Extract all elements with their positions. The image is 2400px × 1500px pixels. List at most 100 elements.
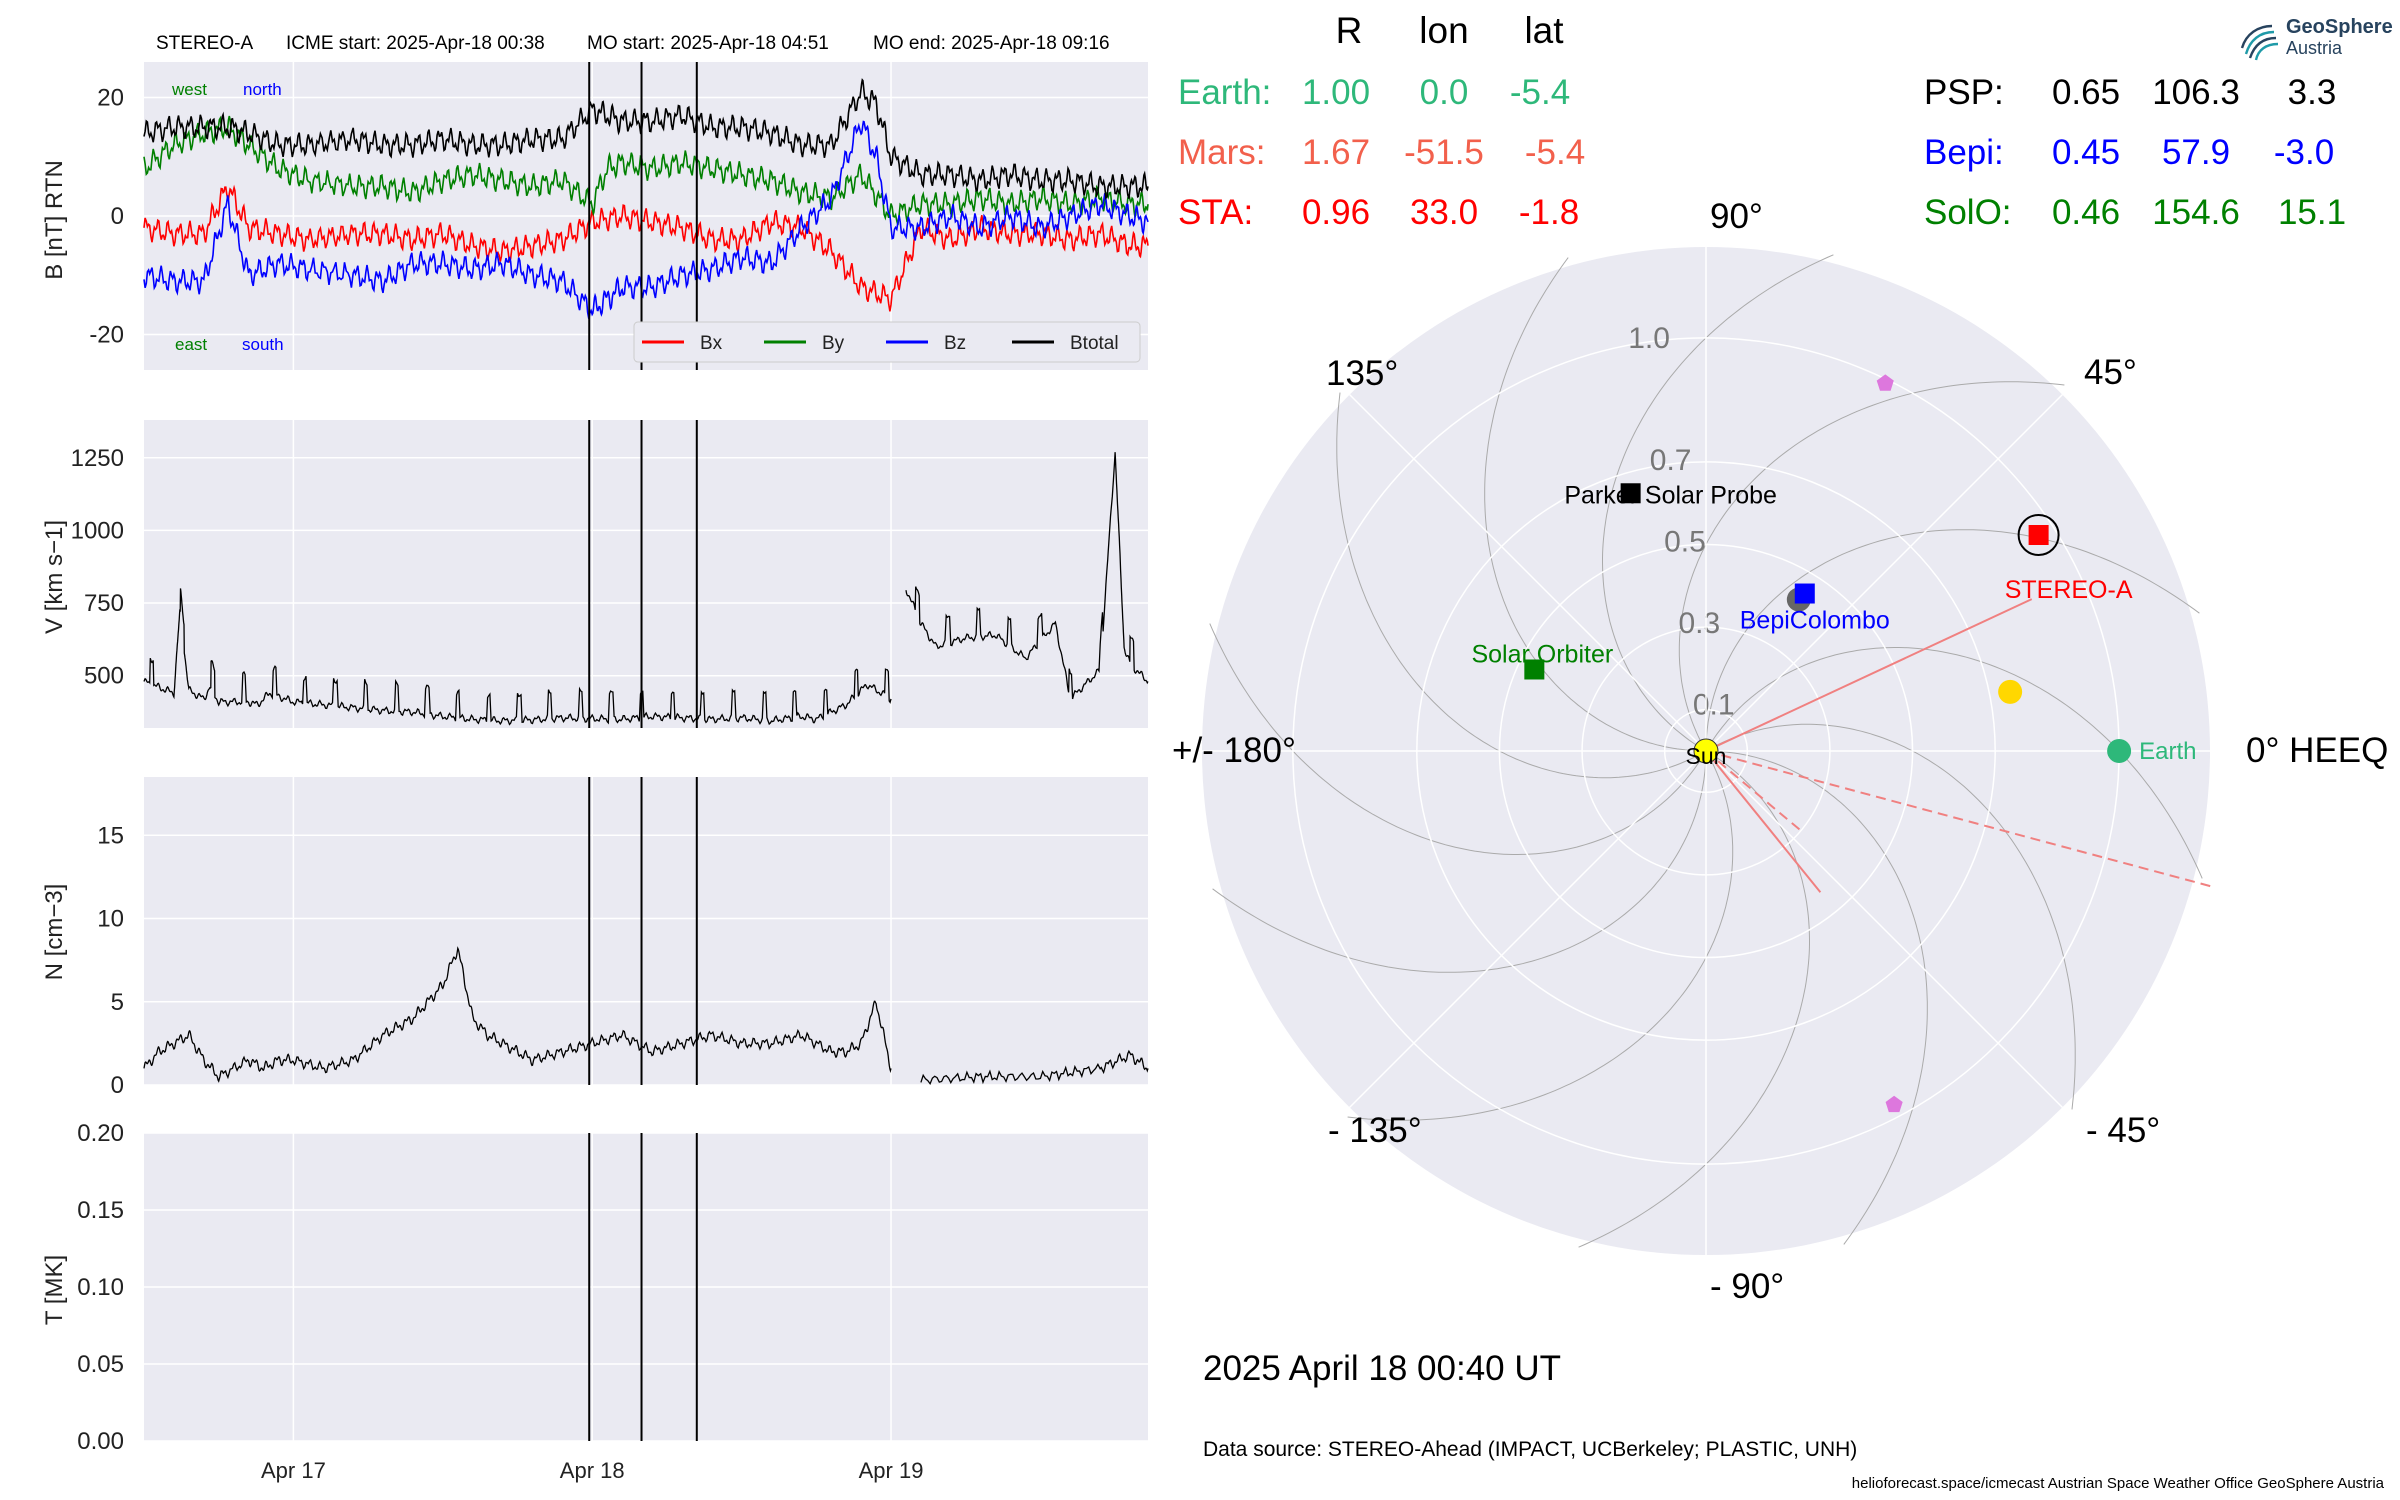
angle-spoke (1705, 394, 2063, 752)
body-marker-earth (2107, 739, 2132, 763)
y-axis-label: V [km s−1] (41, 520, 68, 634)
position-row-bepi: Bepi: 0.45 57.9 -3.0 (1924, 133, 2334, 172)
row-r: 0.46 (2052, 193, 2120, 232)
time-series-panels: -20 0 20 B [nT] RTN 500 750 1000 1250 V [km s−1]… (41, 62, 1149, 1483)
mo-start-label: MO start: 2025-Apr-18 04:51 (587, 33, 829, 54)
row-lat: 3.3 (2288, 73, 2337, 112)
row-name: Bepi: (1924, 133, 2004, 172)
footer-credits: helioforecast.space/icmecast Austrian Sp… (1852, 1475, 2385, 1492)
position-row-solo: SolO: 0.46 154.6 15.1 (1924, 193, 2346, 232)
angle-label: 0° HEEQ (2246, 731, 2388, 770)
body-label-bepicolombo: BepiColombo (1740, 607, 1890, 635)
y-tick-label: 0.20 (77, 1120, 124, 1147)
y-tick-label: 0.10 (77, 1274, 124, 1301)
row-lon: 106.3 (2152, 73, 2240, 112)
panel-temperature: 0.00 0.05 0.10 0.15 0.20 T [MK] (41, 1120, 1148, 1455)
parker-spirals (1209, 254, 2203, 1248)
angle-spoke (1705, 750, 2063, 1108)
row-lat: -5.4 (1525, 133, 1585, 172)
radial-tick-label: 1.0 (1628, 322, 1670, 355)
spiral-line (1706, 750, 1928, 1245)
geosphere-logo: GeoSphere Austria (2236, 14, 2393, 66)
legend-label-bx: Bx (700, 333, 723, 354)
row-lat: -1.8 (1519, 193, 1579, 232)
body-marker-bepicolombo (1794, 583, 1815, 604)
radial-tick-label: 0.5 (1664, 526, 1706, 559)
legend-label-btotal: Btotal (1070, 333, 1119, 354)
y-tick-label: 0.15 (77, 1197, 124, 1224)
y-tick-label: 1000 (71, 517, 124, 544)
y-tick-label: 0 (111, 203, 124, 230)
y-tick-label: 1250 (71, 445, 124, 472)
row-r: 0.65 (2052, 73, 2120, 112)
pentagon-marker (1885, 1095, 1903, 1113)
spiral-line (1705, 723, 2076, 1110)
legend: Bx By Bz Btotal (633, 321, 1141, 363)
table-header-lat: lat (1524, 10, 1564, 51)
x-tick-label: Apr 17 (261, 1458, 326, 1483)
position-row-earth: Earth: 1.00 0.0 -5.4 (1178, 73, 1570, 112)
spacecraft-label: STEREO-A (156, 33, 253, 54)
direction-label-east: east (175, 335, 207, 354)
position-row-mars: Mars: 1.67 -51.5 -5.4 (1178, 133, 1585, 172)
y-axis-label: N [cm−3] (41, 884, 68, 981)
y-tick-label: 0.05 (77, 1351, 124, 1378)
mo-end-label: MO end: 2025-Apr-18 09:16 (873, 33, 1110, 54)
series-line (920, 1049, 1149, 1086)
y-axis-label: T [MK] (41, 1255, 68, 1325)
angle-spoke (1349, 750, 1707, 1108)
y-tick-label: 500 (84, 663, 124, 690)
row-name: Mars: (1178, 133, 1266, 172)
row-lon: -51.5 (1404, 133, 1484, 172)
spiral-line (1212, 751, 1707, 973)
spiral-line (1209, 623, 1707, 855)
angle-spoke (1349, 394, 1707, 752)
row-lat: -5.4 (1510, 73, 1570, 112)
row-name: PSP: (1924, 73, 2004, 112)
y-tick-label: -20 (89, 321, 124, 348)
row-lat: -3.0 (2274, 133, 2334, 172)
spiral-line (1705, 529, 2200, 751)
logo-line1: GeoSphere (2286, 16, 2393, 38)
angle-label: +/- 180° (1172, 731, 1296, 770)
row-name: SolO: (1924, 193, 2012, 232)
radial-tick-label: 0.1 (1693, 688, 1735, 721)
sta-highlight-ring (2017, 514, 2060, 557)
logo-line2: Austria (2286, 38, 2343, 58)
y-tick-label: 0 (111, 1072, 124, 1099)
y-tick-label: 20 (97, 85, 124, 112)
series-line (905, 452, 1149, 700)
series-line (143, 946, 892, 1083)
spiral-line (1602, 254, 1834, 752)
spiral-line (1678, 381, 2065, 752)
direction-label-west: west (171, 80, 207, 99)
pentagon-marker (1876, 374, 1894, 391)
series-line-bz (143, 120, 1149, 319)
x-tick-label: Apr 19 (859, 1458, 924, 1483)
row-r: 0.45 (2052, 133, 2120, 172)
table-header-r: R (1336, 10, 1363, 51)
angle-label: 135° (1326, 354, 1398, 393)
body-label-earth: Earth (2139, 738, 2196, 765)
y-tick-label: 5 (111, 989, 124, 1016)
panel-magnetic-field: -20 0 20 B [nT] RTN (41, 62, 1149, 370)
angle-label: 45° (2084, 353, 2137, 392)
angle-label: - 45° (2086, 1111, 2160, 1150)
cme-line-dashed (1705, 750, 2214, 888)
legend-label-bz: Bz (944, 333, 966, 354)
spiral-line (1336, 392, 1707, 779)
datetime-label: 2025 April 18 00:40 UT (1203, 1349, 1561, 1388)
y-tick-label: 10 (97, 906, 124, 933)
row-lon: 57.9 (2162, 133, 2230, 172)
cme-line-dashed (1705, 750, 1802, 832)
radial-tick-label: 0.7 (1650, 444, 1692, 477)
geosphere-logo-mark-icon (2240, 24, 2279, 61)
body-label-solar-orbiter: Solar Orbiter (1471, 640, 1613, 668)
body-marker-parker-solar-probe (1620, 483, 1641, 504)
row-lat: 15.1 (2278, 193, 2346, 232)
series-line-bx (143, 184, 1149, 312)
polar-position-plot: 0.1 0.3 0.5 0.7 1.0 0° HEEQ 45° 90° 135° +/- 180°… (1172, 197, 2388, 1306)
angle-label: - 135° (1328, 1111, 1422, 1150)
series-line-btotal (143, 78, 1149, 201)
